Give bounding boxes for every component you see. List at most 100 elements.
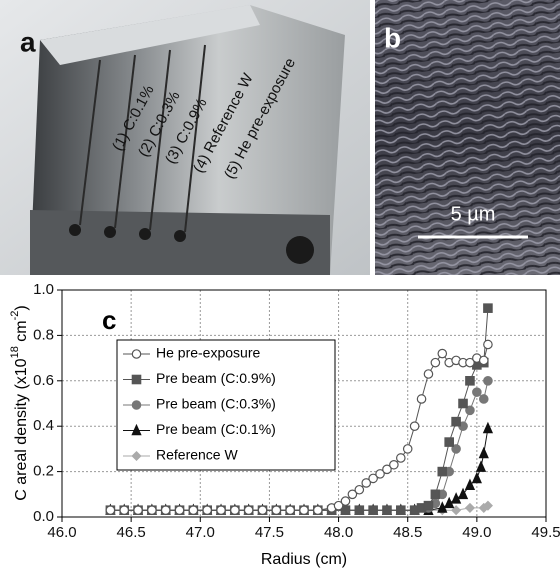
marker <box>243 505 254 515</box>
marker <box>174 505 185 515</box>
marker <box>465 405 475 416</box>
marker <box>105 505 116 515</box>
marker <box>402 444 413 454</box>
photo-a <box>0 0 370 275</box>
marker <box>465 376 475 386</box>
marker <box>478 355 489 366</box>
marker <box>444 496 455 509</box>
legend-label: Reference W <box>156 447 238 463</box>
marker <box>483 303 493 313</box>
marker <box>457 487 469 500</box>
marker <box>313 505 323 515</box>
marker <box>450 492 462 504</box>
panel-label: b <box>384 22 401 53</box>
marker <box>416 394 427 404</box>
marker <box>271 505 282 515</box>
y-axis-label-part: C areal density (x10 <box>13 358 30 500</box>
marker <box>375 469 385 479</box>
marker <box>216 505 226 515</box>
x-tick-label: 47.5 <box>255 524 284 541</box>
marker <box>354 484 365 495</box>
marker <box>133 505 143 515</box>
marker <box>131 450 142 462</box>
x-tick-label: 49.0 <box>462 524 491 541</box>
marker <box>119 505 130 515</box>
marker <box>368 505 378 515</box>
marker <box>471 471 482 484</box>
y-tick-label: 0.0 <box>33 508 54 525</box>
y-tick-label: 0.6 <box>33 372 54 389</box>
marker <box>423 500 434 511</box>
marker <box>472 387 482 397</box>
photo-b <box>375 0 560 275</box>
x-tick-label: 49.5 <box>531 524 560 541</box>
marker <box>230 505 240 515</box>
chart: 0.0 0.2 0.4 0.6 0.8 1.0 46.0 46.5 47.0 47.5 48.0 48… <box>9 281 560 568</box>
marker <box>430 357 441 368</box>
marker <box>482 421 494 434</box>
marker <box>368 473 378 484</box>
marker <box>483 375 493 386</box>
marker <box>478 394 489 404</box>
legend-label: Pre beam (C:0.9%) <box>156 370 276 386</box>
y-tick-label: 0.2 <box>33 463 54 480</box>
marker <box>423 369 434 379</box>
marker <box>131 349 142 359</box>
marker <box>437 466 448 477</box>
y-tick-label: 1.0 <box>33 281 54 298</box>
y-axis-label-part: cm <box>13 320 30 346</box>
x-tick-label: 47.0 <box>186 524 215 541</box>
marker <box>437 348 448 359</box>
marker <box>389 459 399 470</box>
x-tick-label: 46.0 <box>47 524 76 541</box>
marker <box>437 501 448 513</box>
marker <box>451 416 461 427</box>
x-tick-label: 48.0 <box>324 524 353 541</box>
legend-label: Pre beam (C:0.3%) <box>156 396 276 412</box>
marker <box>464 478 476 491</box>
legend: He pre-exposure Pre beam (C:0.9%) Pre beam… <box>116 339 336 471</box>
marker <box>382 464 392 475</box>
marker <box>409 421 420 431</box>
marker <box>478 446 489 459</box>
marker <box>131 423 142 436</box>
legend-box <box>116 339 336 471</box>
marker <box>361 478 372 488</box>
y-axis-label-part: 18 <box>9 346 21 358</box>
marker <box>347 489 358 500</box>
marker <box>465 357 475 368</box>
y-tick-label: 0.4 <box>33 417 54 434</box>
marker <box>395 453 406 463</box>
marker <box>340 505 351 515</box>
marker <box>464 502 475 513</box>
marker <box>333 500 344 511</box>
marker <box>430 489 441 500</box>
marker <box>482 500 493 511</box>
legend-label: He pre-exposure <box>156 345 260 361</box>
y-axis-label: C areal density (x1018 cm-2) <box>9 305 30 500</box>
marker <box>382 505 392 515</box>
panel-label: c <box>102 305 116 335</box>
legend-label: Pre beam (C:0.1%) <box>156 421 276 437</box>
y-axis-label-part: ) <box>13 305 30 310</box>
marker <box>354 505 365 515</box>
marker <box>483 339 493 350</box>
marker <box>396 505 406 515</box>
x-tick-label: 48.5 <box>393 524 422 541</box>
marker <box>299 505 309 515</box>
panel-label: a <box>20 26 36 57</box>
marker <box>188 505 199 515</box>
marker <box>475 460 487 472</box>
marker <box>160 505 171 515</box>
marker <box>458 398 468 409</box>
marker <box>444 437 454 447</box>
y-axis-label-part: -2 <box>9 311 21 321</box>
marker <box>131 374 142 385</box>
scale-bar-label: 5 µm <box>451 203 496 225</box>
x-tick-label: 46.5 <box>117 524 146 541</box>
x-axis-label: Radius (cm) <box>261 551 347 568</box>
y-tick-label: 0.8 <box>33 326 54 343</box>
marker <box>257 505 268 515</box>
marker <box>147 505 157 515</box>
